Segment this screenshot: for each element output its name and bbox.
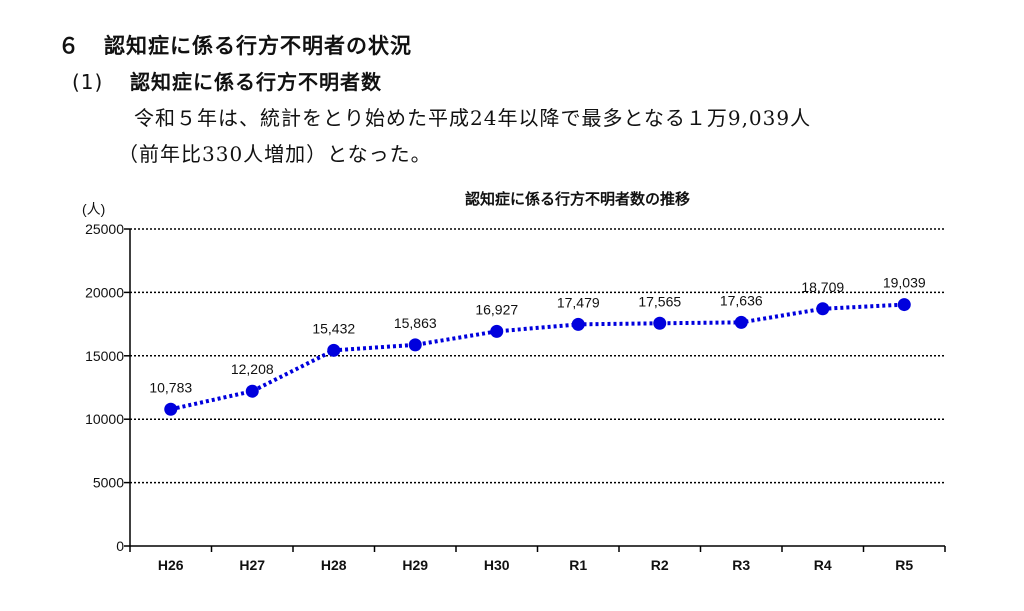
subsection-number: (1) xyxy=(72,70,104,94)
x-tick-label: R1 xyxy=(569,557,587,573)
data-label: 15,863 xyxy=(394,315,437,331)
y-tick-label: 5000 xyxy=(93,475,124,491)
y-tick-label: 0 xyxy=(116,538,124,554)
data-label: 15,432 xyxy=(312,320,355,336)
x-tick-label: H30 xyxy=(484,557,510,573)
data-point xyxy=(897,298,911,312)
x-tick-label: H26 xyxy=(158,557,184,573)
data-label: 19,039 xyxy=(883,275,926,291)
y-tick-label: 25000 xyxy=(85,221,124,237)
x-tick-label: R3 xyxy=(732,557,750,573)
chart-title: 認知症に係る行方不明者数の推移 xyxy=(465,190,690,208)
data-point xyxy=(653,316,667,330)
y-axis-label: (人) xyxy=(82,201,105,217)
section-number: ６ xyxy=(58,34,80,58)
data-point xyxy=(490,324,504,338)
data-point xyxy=(816,302,830,316)
data-point xyxy=(164,402,178,416)
summary-paragraph: 令和５年は、統計をとり始めた平成24年以降で最多となる１万9,039人 （前年比… xyxy=(118,100,978,172)
data-point xyxy=(245,384,259,398)
x-tick-label: R2 xyxy=(651,557,669,573)
subsection-title: 認知症に係る行方不明者数 xyxy=(130,70,382,94)
data-label: 18,709 xyxy=(801,279,844,295)
data-label: 10,783 xyxy=(149,379,192,395)
x-tick-label: H29 xyxy=(402,557,428,573)
x-tick-label: R5 xyxy=(895,557,913,573)
subsection-heading: (1) 認知症に係る行方不明者数 xyxy=(72,66,382,95)
data-label: 12,208 xyxy=(231,361,274,377)
section-heading: ６ 認知症に係る行方不明者の状況 xyxy=(58,30,412,60)
x-tick-label: H27 xyxy=(239,557,265,573)
data-point xyxy=(327,343,341,357)
data-point xyxy=(734,315,748,329)
y-tick-label: 10000 xyxy=(85,411,124,427)
x-tick-label: H28 xyxy=(321,557,347,573)
y-tick-label: 15000 xyxy=(85,348,124,364)
data-label: 17,636 xyxy=(720,292,763,308)
data-label: 17,565 xyxy=(638,293,681,309)
paragraph-line-1: 令和５年は、統計をとり始めた平成24年以降で最多となる１万9,039人 xyxy=(134,106,812,130)
data-point xyxy=(408,338,422,352)
paragraph-line-2: （前年比330人増加）となった。 xyxy=(118,142,432,166)
data-point xyxy=(571,317,585,331)
series-line xyxy=(170,302,905,412)
section-title: 認知症に係る行方不明者の状況 xyxy=(104,34,412,58)
x-tick-label: R4 xyxy=(814,557,832,573)
y-tick-label: 20000 xyxy=(85,284,124,300)
data-label: 16,927 xyxy=(475,301,518,317)
data-label: 17,479 xyxy=(557,294,600,310)
